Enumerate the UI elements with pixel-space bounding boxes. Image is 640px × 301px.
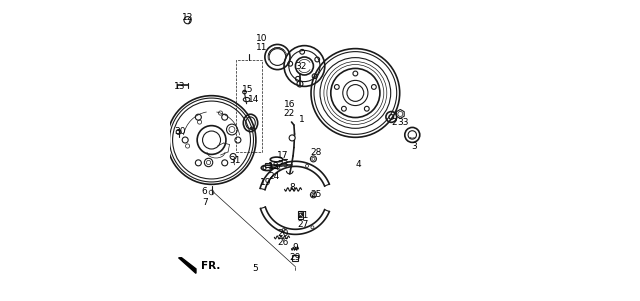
- Polygon shape: [179, 258, 196, 273]
- Text: 29: 29: [290, 253, 301, 262]
- Text: 25: 25: [310, 190, 322, 199]
- Text: 21: 21: [298, 211, 309, 220]
- Text: FR.: FR.: [201, 261, 220, 271]
- Bar: [292, 255, 298, 261]
- Text: 30: 30: [174, 126, 186, 135]
- Text: 22: 22: [284, 110, 295, 119]
- Text: 16: 16: [284, 101, 295, 110]
- Text: 31: 31: [229, 157, 241, 166]
- Text: 6: 6: [202, 187, 207, 196]
- Bar: [236, 60, 262, 152]
- Text: 1: 1: [298, 116, 304, 124]
- Text: 24: 24: [268, 172, 279, 182]
- Text: 33: 33: [397, 118, 409, 127]
- Text: 2: 2: [392, 118, 397, 127]
- Text: 20: 20: [278, 229, 289, 238]
- Text: 19: 19: [260, 178, 271, 187]
- Text: 14: 14: [248, 95, 259, 104]
- Text: 7: 7: [202, 197, 207, 206]
- Text: 5: 5: [253, 264, 259, 273]
- Text: 4: 4: [356, 160, 361, 169]
- Text: 32: 32: [296, 61, 307, 70]
- Text: 12: 12: [182, 13, 193, 22]
- Text: 8: 8: [289, 183, 295, 192]
- Text: 18: 18: [268, 163, 279, 172]
- Text: 15: 15: [242, 85, 253, 94]
- Text: 11: 11: [256, 43, 268, 52]
- Text: 26: 26: [278, 238, 289, 247]
- Bar: [265, 163, 271, 167]
- Circle shape: [289, 135, 295, 141]
- Text: 9: 9: [292, 244, 298, 252]
- Text: 13: 13: [174, 82, 186, 91]
- Text: 10: 10: [256, 34, 268, 43]
- Text: 27: 27: [298, 220, 309, 229]
- Text: 17: 17: [276, 151, 288, 160]
- Text: 28: 28: [310, 148, 322, 157]
- Bar: [298, 211, 303, 219]
- Text: 3: 3: [412, 142, 417, 151]
- Text: 23: 23: [277, 160, 288, 169]
